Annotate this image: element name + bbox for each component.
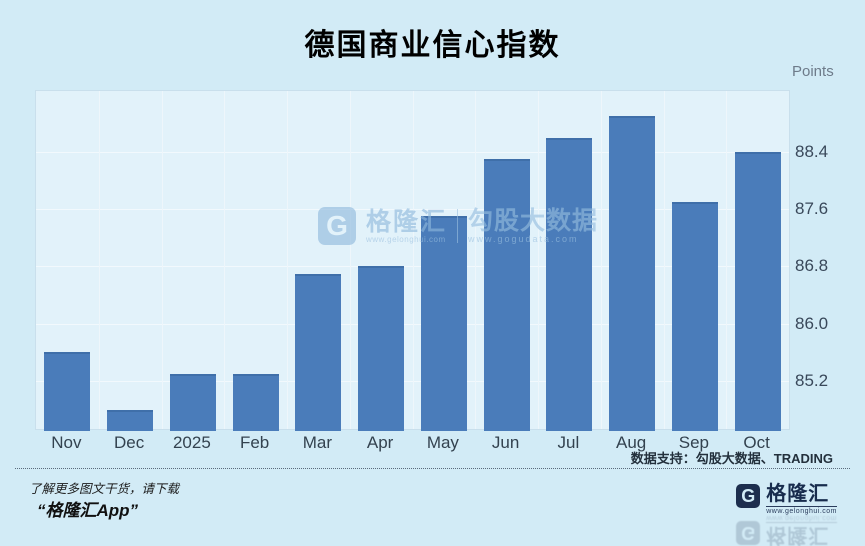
gridline-x-11 xyxy=(726,91,728,429)
x-tick-Feb: Feb xyxy=(239,433,270,452)
gridline-x-7 xyxy=(475,91,477,429)
bar-Sep xyxy=(671,201,718,431)
y-tick-86.8: 86.8 xyxy=(795,256,829,276)
bar-Mar xyxy=(295,273,342,431)
footer-promo-text: 了解更多图文干货，请下载 xyxy=(29,482,180,496)
x-tick-2025: 2025 xyxy=(172,433,211,452)
y-axis-unit-label: Points xyxy=(792,63,834,80)
x-tick-Sep: Sep xyxy=(678,433,709,452)
brand-url-reflection: www.gelonghui.com xyxy=(766,514,837,523)
gridline-x-10 xyxy=(663,91,665,429)
x-tick-Oct: Oct xyxy=(743,433,770,452)
y-tick-86.0: 86.0 xyxy=(795,313,829,333)
bar-Dec xyxy=(107,409,154,431)
brand-g-icon-reflection: G xyxy=(736,521,761,545)
bar-Oct xyxy=(734,151,781,431)
gridline-x-4 xyxy=(287,91,288,429)
data-source-note: 数据支持：勾股大数据、TRADING xyxy=(630,451,833,466)
gridline-x-5 xyxy=(349,91,351,429)
bar-Apr xyxy=(358,266,405,431)
brand-logo-reflection: G 格隆汇 www.gelonghui.com xyxy=(736,514,837,546)
gridline-x-6 xyxy=(412,91,414,429)
brand-name-reflection: 格隆汇 xyxy=(766,524,830,546)
gridline-x-1 xyxy=(98,91,100,429)
brand-name: 格隆汇 xyxy=(766,483,830,505)
bar-May xyxy=(420,216,467,431)
x-tick-May: May xyxy=(426,433,459,452)
bar-Feb xyxy=(232,373,279,431)
bar-Jul xyxy=(546,137,593,431)
brand-g-icon: G xyxy=(736,484,761,508)
gridline-x-3 xyxy=(224,91,226,429)
gridline-x-2 xyxy=(161,91,163,429)
x-tick-Aug: Aug xyxy=(616,433,647,452)
y-tick-87.6: 87.6 xyxy=(795,199,829,219)
brand-logo: G 格隆汇 www.gelonghui.com xyxy=(736,484,837,515)
gridline-x-8 xyxy=(538,91,539,429)
gridline-x-9 xyxy=(600,91,602,429)
brand-url: www.gelonghui.com xyxy=(766,506,837,515)
bar-2025 xyxy=(169,373,216,431)
footer-app-name: “格隆汇App” xyxy=(37,501,139,520)
plot-area xyxy=(35,90,790,431)
bar-Nov xyxy=(44,352,91,431)
x-tick-Mar: Mar xyxy=(302,433,333,452)
x-tick-Nov: Nov xyxy=(51,433,82,452)
x-tick-Apr: Apr xyxy=(366,433,394,452)
chart-title: 德国商业信心指数 xyxy=(304,29,561,62)
y-tick-88.4: 88.4 xyxy=(795,141,829,161)
bar-Aug xyxy=(609,116,656,431)
x-tick-Dec: Dec xyxy=(114,433,145,452)
x-tick-Jul: Jul xyxy=(557,433,580,452)
x-tick-Jun: Jun xyxy=(491,433,520,452)
bar-Jun xyxy=(483,159,530,431)
footer-divider xyxy=(15,468,850,469)
y-tick-85.2: 85.2 xyxy=(795,370,829,390)
